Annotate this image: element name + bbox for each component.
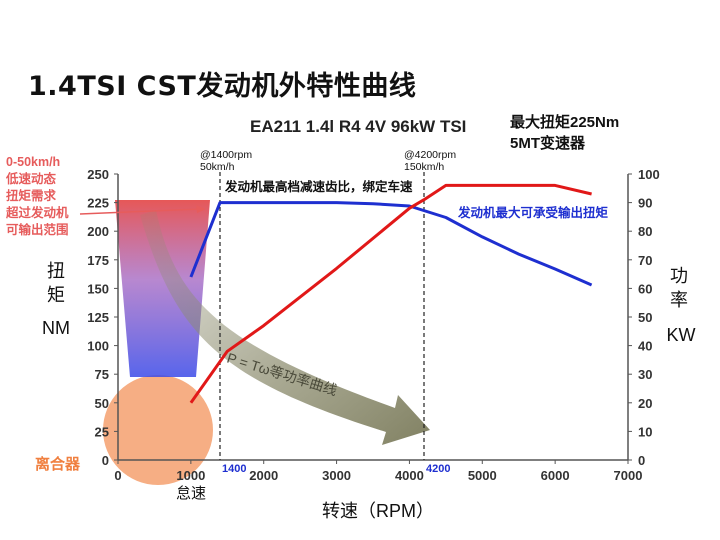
idle-label: 怠速 — [176, 485, 206, 502]
x-tick-label: 3000 — [322, 468, 351, 483]
y-label-right-2: 率 — [670, 290, 688, 310]
low-speed-pointer — [79, 208, 201, 215]
x-tick-label: 7000 — [614, 468, 643, 483]
gear-ratio-annotation: 发动机最高档减速齿比，绑定车速 — [224, 179, 413, 194]
y-tick-left-label: 25 — [95, 424, 109, 439]
x-tick-label: 6000 — [541, 468, 570, 483]
low-speed-line-5: 可输出范围 — [6, 222, 69, 237]
y-tick-right-label: 100 — [638, 167, 660, 182]
y-tick-right-label: 60 — [638, 281, 652, 296]
low-speed-line-4: 超过发动机 — [5, 205, 69, 220]
y-tick-right-label: 80 — [638, 224, 652, 239]
y-tick-right-label: 50 — [638, 310, 652, 325]
y-tick-left-label: 125 — [87, 310, 109, 325]
low-speed-line-3: 扭矩需求 — [6, 188, 57, 203]
y-tick-left-label: 225 — [87, 196, 109, 211]
x-tick-label: 1000 — [176, 468, 205, 483]
low-speed-pointer-head — [196, 205, 206, 213]
vline-bottom-label: 1400 — [222, 463, 246, 475]
y-tick-left-label: 250 — [87, 167, 109, 182]
y-tick-right-label: 40 — [638, 339, 652, 354]
low-speed-demand-region — [115, 200, 210, 377]
x-tick-label: 2000 — [249, 468, 278, 483]
y-tick-right-label: 20 — [638, 396, 652, 411]
slide-title: 1.4TSI CST发动机外特性曲线 — [28, 71, 417, 102]
vline-top-label: 150km/h — [404, 161, 444, 173]
low-speed-annotation: 0-50km/h 低速动态 扭矩需求 超过发动机 可输出范围 — [5, 155, 69, 237]
y-label-left-1: 扭 — [47, 261, 65, 281]
y-tick-left-label: 150 — [87, 281, 109, 296]
equal-power-arrow — [140, 210, 430, 445]
x-ticks: 0 1000 2000 3000 4000 5000 6000 7000 — [114, 460, 642, 483]
chart-subtitle-1: 最大扭矩225Nm — [510, 113, 619, 131]
y-tick-right-label: 90 — [638, 196, 652, 211]
low-speed-line-2: 低速动态 — [5, 171, 57, 186]
torque-line — [189, 201, 593, 287]
chart-subtitle-2: 5MT变速器 — [510, 134, 586, 152]
y-tick-right-label: 70 — [638, 253, 652, 268]
y-tick-left-label: 75 — [95, 367, 109, 382]
chart-title: EA211 1.4l R4 4V 96kW TSI — [250, 117, 466, 136]
max-torque-annotation: 发动机最大可承受输出扭矩 — [457, 205, 609, 220]
vline-bottom-label: 4200 — [426, 463, 450, 475]
y-ticks-right: 0 10 20 30 40 50 60 70 80 90 100 — [628, 167, 660, 468]
y-tick-left-label: 175 — [87, 253, 109, 268]
x-tick-label: 4000 — [395, 468, 424, 483]
clutch-circle — [103, 375, 213, 485]
y-tick-right-label: 30 — [638, 367, 652, 382]
y-label-right-1: 功 — [670, 266, 688, 286]
y-tick-left-label: 50 — [95, 396, 109, 411]
vline-top-label: @4200rpm — [404, 149, 456, 161]
y-tick-left-label: 0 — [102, 453, 109, 468]
y-tick-left-label: 200 — [87, 224, 109, 239]
y-label-right-3: KW — [667, 325, 696, 345]
y-ticks-left: 0 25 50 75 100 125 150 175 200 225 250 — [87, 167, 118, 468]
x-tick-label: 0 — [114, 468, 121, 483]
clutch-label: 离合器 — [35, 455, 81, 473]
x-tick-label: 5000 — [468, 468, 497, 483]
y-label-left-3: NM — [42, 318, 70, 338]
low-speed-line-1: 0-50km/h — [6, 155, 60, 169]
vline-top-label: @1400rpm — [200, 149, 252, 161]
x-label: 转速（RPM） — [322, 501, 434, 521]
power-line — [189, 183, 592, 404]
y-label-left-2: 矩 — [47, 285, 65, 305]
y-tick-right-label: 10 — [638, 424, 652, 439]
vline-top-label: 50km/h — [200, 161, 235, 173]
y-tick-right-label: 0 — [638, 453, 645, 468]
y-tick-left-label: 100 — [87, 339, 109, 354]
